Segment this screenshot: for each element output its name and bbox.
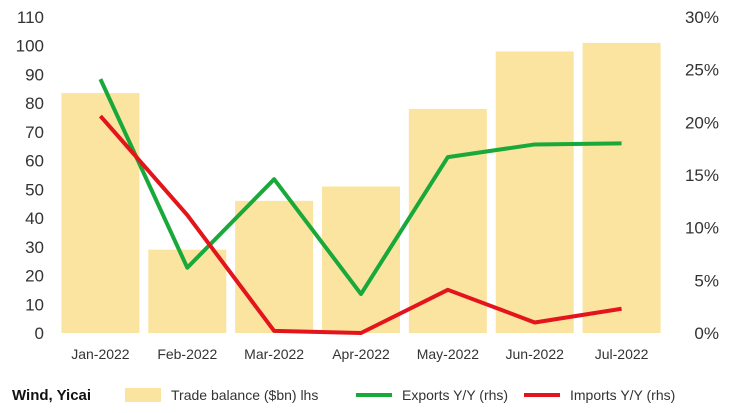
imports-line	[98, 114, 622, 335]
left-tick-label: 0	[35, 324, 44, 343]
left-tick-label: 90	[25, 65, 44, 84]
bar-Mar-2022	[235, 200, 314, 333]
legend-item-trade-balance: Trade balance ($bn) lhs	[125, 387, 318, 403]
legend-label-trade-balance: Trade balance ($bn) lhs	[171, 387, 319, 403]
left-tick-label: 60	[25, 152, 44, 171]
legend-swatch-imports	[524, 393, 560, 397]
x-axis-ticks: Jan-2022 Feb-2022 Mar-2022 Apr-2022 May-2022…	[71, 346, 648, 362]
right-tick-label: 5%	[694, 271, 719, 290]
x-tick-label: Jan-2022	[71, 346, 130, 362]
x-tick-label: Apr-2022	[332, 346, 390, 362]
right-tick-label: 10%	[685, 219, 719, 238]
left-tick-label: 20	[25, 267, 44, 286]
bar-Jun-2022	[495, 51, 574, 334]
left-axis-ticks: 0 10 20 30 40 50 60 70 80 90 100 110	[16, 8, 44, 343]
right-tick-label: 25%	[685, 61, 719, 80]
x-tick-label: Jul-2022	[595, 346, 649, 362]
x-tick-label: Jun-2022	[506, 346, 565, 362]
x-tick-label: Mar-2022	[244, 346, 304, 362]
source-label: Wind, Yicai	[12, 387, 92, 404]
left-tick-label: 70	[25, 123, 44, 142]
legend-label-imports: Imports Y/Y (rhs)	[570, 387, 676, 403]
right-tick-label: 30%	[685, 8, 719, 27]
bar-Feb-2022	[148, 249, 227, 333]
bar-series	[61, 42, 661, 334]
line-series	[98, 78, 622, 335]
bar-Jan-2022	[61, 93, 140, 333]
legend-item-exports: Exports Y/Y (rhs)	[356, 387, 508, 403]
left-tick-label: 30	[25, 238, 44, 257]
right-axis-ticks: 0% 5% 10% 15% 20% 25% 30%	[685, 8, 719, 343]
x-tick-label: Feb-2022	[157, 346, 217, 362]
left-tick-label: 10	[25, 295, 44, 314]
legend-swatch-trade-balance	[125, 388, 161, 402]
right-tick-label: 0%	[694, 324, 719, 343]
right-tick-label: 15%	[685, 166, 719, 185]
legend-swatch-exports	[356, 393, 392, 397]
left-tick-label: 40	[25, 209, 44, 228]
bar-May-2022	[408, 108, 487, 333]
left-tick-label: 50	[25, 180, 44, 199]
trade-chart: 0 10 20 30 40 50 60 70 80 90 100 110 0% 5% 10% 15% 20% 2…	[16, 8, 719, 362]
left-tick-label: 80	[25, 94, 44, 113]
exports-line	[98, 78, 622, 297]
legend-item-imports: Imports Y/Y (rhs)	[524, 387, 675, 403]
x-tick-label: May-2022	[417, 346, 479, 362]
bar-Jul-2022	[582, 42, 661, 333]
legend-label-exports: Exports Y/Y (rhs)	[402, 387, 509, 403]
left-tick-label: 110	[17, 8, 44, 27]
right-tick-label: 20%	[685, 113, 719, 132]
left-tick-label: 100	[16, 37, 44, 56]
